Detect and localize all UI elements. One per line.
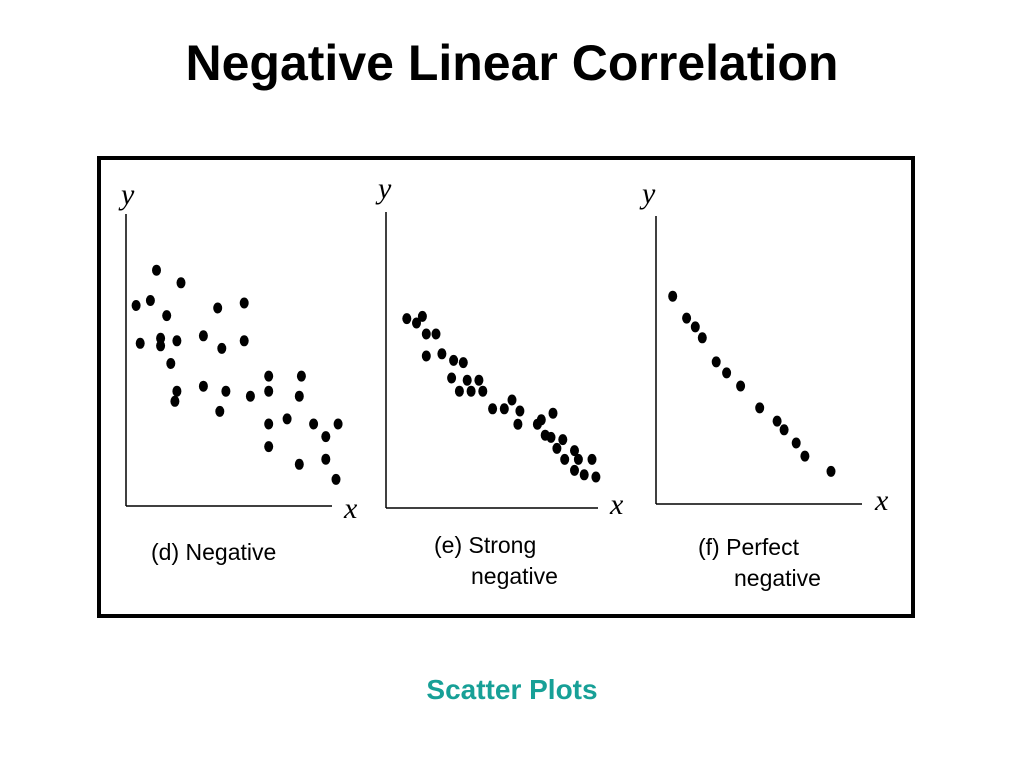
data-point: [331, 473, 341, 485]
data-point: [499, 403, 509, 415]
data-point: [449, 354, 459, 366]
data-point: [772, 415, 782, 427]
data-point: [170, 395, 180, 407]
data-point: [321, 431, 331, 443]
x-axis-label: x: [343, 492, 358, 525]
data-point: [587, 453, 597, 465]
data-point: [711, 356, 721, 368]
data-point: [239, 297, 249, 309]
data-point: [532, 418, 542, 430]
data-point: [570, 445, 579, 457]
data-point: [573, 453, 583, 465]
data-point: [221, 385, 231, 397]
data-point: [478, 385, 488, 397]
data-point: [722, 367, 732, 379]
y-axis-label: y: [639, 177, 656, 210]
data-points: [668, 290, 836, 477]
data-point: [560, 453, 570, 465]
x-axis-label: x: [874, 484, 889, 517]
data-point: [162, 310, 172, 322]
panel-strong-negative: y x (e) Strong negative: [375, 172, 624, 589]
data-point: [570, 464, 579, 476]
data-point: [552, 442, 562, 454]
panel-negative: y x (d) Negative: [118, 178, 358, 565]
data-point: [172, 335, 182, 347]
y-axis-label: y: [118, 178, 135, 211]
data-point: [668, 290, 678, 302]
data-point: [462, 374, 472, 386]
data-point: [826, 465, 836, 477]
data-point: [690, 321, 700, 333]
data-point: [402, 313, 412, 325]
data-point: [309, 418, 319, 430]
data-points: [402, 310, 601, 483]
data-point: [412, 317, 421, 329]
data-point: [296, 370, 306, 382]
data-point: [791, 437, 801, 449]
data-point: [245, 390, 255, 402]
data-point: [166, 358, 176, 369]
data-point: [515, 405, 525, 417]
data-point: [546, 431, 556, 443]
y-axis-label: y: [375, 172, 392, 205]
data-point: [697, 332, 707, 344]
data-point: [431, 328, 441, 340]
data-point: [779, 424, 789, 436]
caption-line-1: (d) Negative: [151, 539, 276, 565]
data-point: [466, 385, 476, 397]
data-point: [333, 418, 343, 430]
data-point: [198, 380, 208, 392]
data-point: [145, 295, 155, 306]
data-point: [217, 342, 227, 354]
data-point: [198, 330, 208, 342]
data-point: [213, 302, 223, 314]
data-point: [294, 458, 304, 470]
data-point: [264, 370, 274, 382]
data-point: [682, 312, 692, 324]
panel-perfect-negative: y x (f) Perfect negative: [639, 177, 889, 591]
footer-caption: Scatter Plots: [426, 674, 598, 705]
data-point: [417, 310, 427, 322]
caption-line-1: (f) Perfect: [698, 534, 800, 560]
data-point: [421, 350, 431, 362]
data-point: [548, 407, 558, 419]
x-axis-label: x: [609, 488, 624, 521]
data-point: [156, 340, 166, 352]
data-point: [474, 374, 484, 386]
data-point: [579, 469, 589, 481]
data-point: [239, 335, 249, 347]
data-point: [264, 418, 274, 430]
data-point: [507, 394, 517, 406]
data-point: [135, 337, 145, 349]
data-point: [131, 300, 141, 311]
data-point: [591, 471, 601, 483]
data-point: [558, 434, 568, 446]
data-point: [282, 413, 292, 425]
data-point: [454, 385, 464, 397]
data-point: [321, 453, 331, 465]
data-point: [294, 390, 304, 402]
data-point: [458, 357, 468, 369]
data-point: [755, 402, 765, 414]
data-point: [264, 441, 274, 453]
data-point: [421, 328, 431, 340]
data-point: [264, 385, 274, 397]
data-point: [172, 385, 182, 397]
slide-title: Negative Linear Correlation: [185, 35, 839, 91]
data-point: [152, 264, 161, 276]
data-point: [215, 405, 225, 417]
data-point: [176, 277, 186, 289]
data-point: [488, 403, 498, 415]
data-point: [736, 380, 746, 392]
data-point: [447, 372, 457, 384]
plots-frame: [97, 156, 915, 618]
data-points: [131, 264, 343, 485]
caption-line-2: negative: [471, 563, 558, 589]
caption-line-2: negative: [734, 565, 821, 591]
data-point: [437, 348, 447, 360]
caption-line-1: (e) Strong: [434, 532, 536, 558]
data-point: [513, 418, 523, 430]
data-point: [800, 450, 810, 462]
